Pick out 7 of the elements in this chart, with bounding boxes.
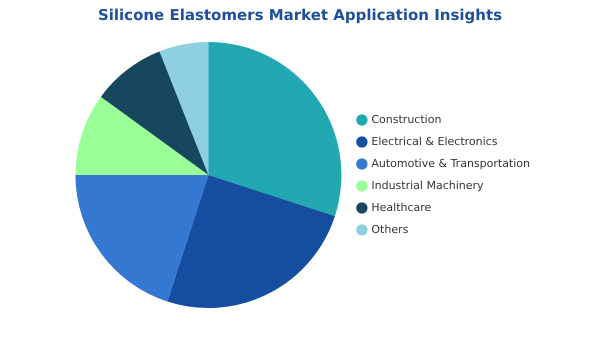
legend-label: Healthcare [371, 200, 432, 214]
legend-label: Electrical & Electronics [371, 134, 498, 148]
legend-label: Automotive & Transportation [371, 156, 530, 170]
legend-label: Industrial Machinery [371, 178, 484, 192]
legend-label: Others [371, 222, 409, 236]
chart-title: Silicone Elastomers Market Application Insights [96, 6, 504, 24]
legend-label: Construction [371, 112, 442, 126]
